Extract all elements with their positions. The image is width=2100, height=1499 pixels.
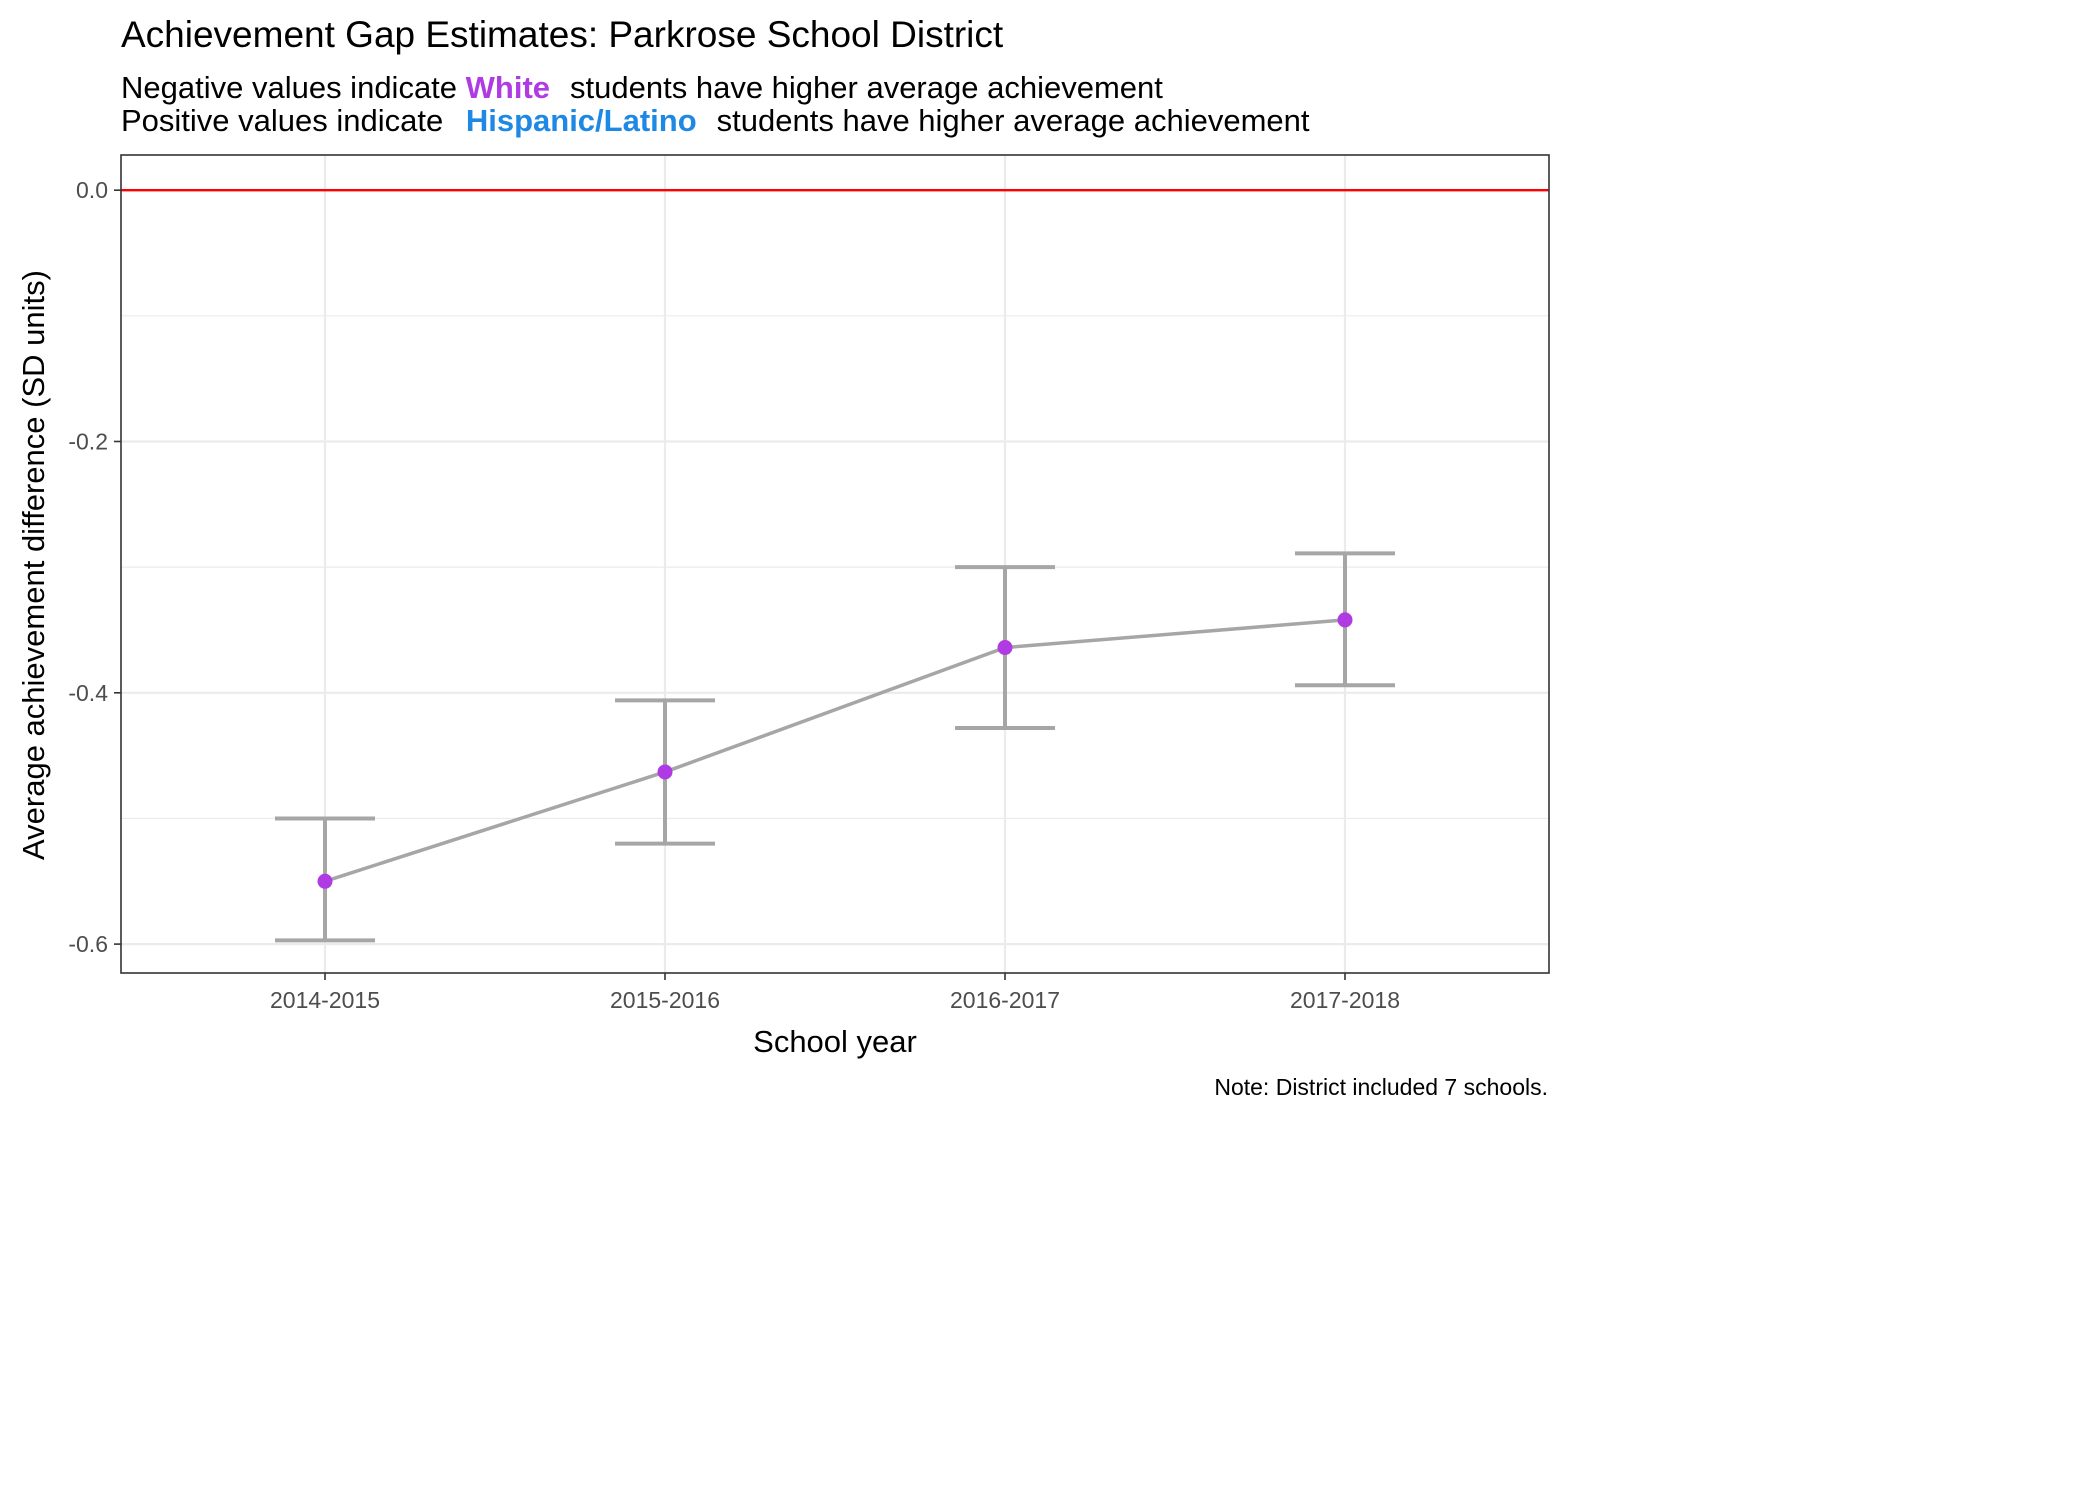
subtitle-1-highlight: White — [466, 70, 550, 105]
x-axis-title: School year — [753, 1024, 917, 1059]
panel-background — [121, 155, 1549, 973]
panel-border — [120, 154, 1550, 974]
subtitle-line-2: Positive values indicate Hispanic/Latino… — [121, 103, 1310, 138]
x-tick-label: 2016-2017 — [950, 987, 1060, 1013]
x-tick-label: 2017-2018 — [1290, 987, 1400, 1013]
y-tick-label: -0.6 — [68, 931, 108, 957]
subtitle-2-highlight: Hispanic/Latino — [466, 103, 697, 138]
chart-caption: Note: District included 7 schools. — [1214, 1074, 1548, 1100]
plot-panel: 0.0 -0.2 -0.4 -0.6 2014-2015 2015-2016 2016-20… — [68, 154, 1550, 1013]
y-tick-label: -0.2 — [68, 428, 108, 454]
y-tick-label: 0.0 — [76, 177, 108, 203]
data-point — [317, 873, 333, 889]
subtitle-1-prefix: Negative values indicate — [121, 70, 466, 105]
x-tick-label: 2014-2015 — [270, 987, 380, 1013]
chart-title: Achievement Gap Estimates: Parkrose Scho… — [121, 14, 1004, 55]
data-point — [657, 764, 673, 780]
subtitle-2-suffix: students have higher average achievement — [717, 103, 1310, 138]
subtitle-1-suffix: students have higher average achievement — [570, 70, 1163, 105]
subtitle-2-prefix: Positive values indicate — [121, 103, 452, 138]
x-tick-label: 2015-2016 — [610, 987, 720, 1013]
y-axis-title: Average achievement difference (SD units… — [16, 270, 51, 860]
data-point — [997, 640, 1013, 656]
subtitle-line-1: Negative values indicate White students h… — [121, 70, 1163, 105]
series-line — [324, 618, 1346, 883]
y-tick-label: -0.4 — [68, 680, 108, 706]
data-point — [1337, 612, 1353, 628]
chart-figure: Achievement Gap Estimates: Parkrose Scho… — [16, 14, 1550, 1100]
